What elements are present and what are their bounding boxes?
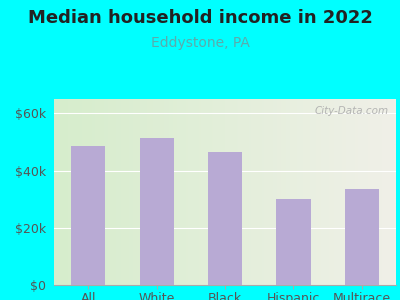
Text: Eddystone, PA: Eddystone, PA xyxy=(150,36,250,50)
Bar xyxy=(140,138,174,285)
Bar xyxy=(276,199,310,285)
Bar xyxy=(208,152,242,285)
Bar xyxy=(71,146,105,285)
Bar xyxy=(345,189,379,285)
Text: Median household income in 2022: Median household income in 2022 xyxy=(28,9,372,27)
Text: City-Data.com: City-Data.com xyxy=(315,106,389,116)
